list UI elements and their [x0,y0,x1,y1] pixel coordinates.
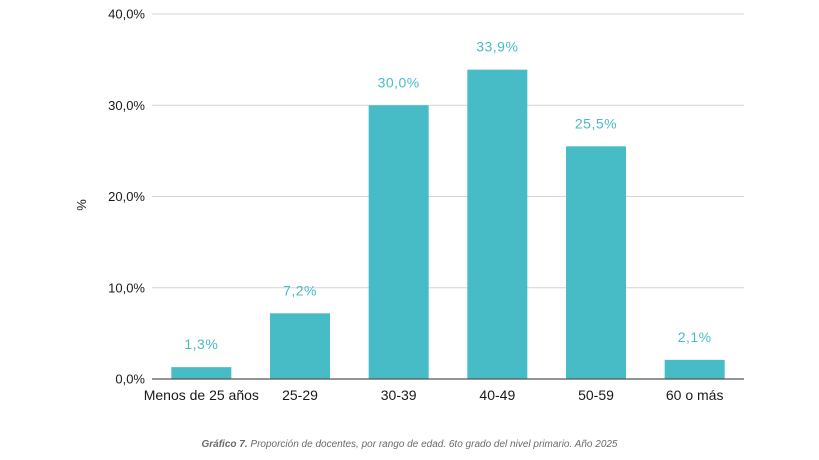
y-tick-label: 10,0% [108,280,145,295]
data-label: 7,2% [283,282,317,298]
y-tick-label: 0,0% [115,372,145,387]
data-label: 30,0% [378,74,420,90]
x-tick-label: Menos de 25 años [144,387,259,403]
data-label: 33,9% [476,39,518,55]
y-tick-label: 30,0% [108,98,145,113]
bar [664,359,725,379]
x-tick-labels: Menos de 25 años 25-29 30-39 40-49 50-59 60 o… [144,387,724,403]
bar [467,69,528,379]
data-label: 25,5% [575,115,617,131]
y-tick-labels: 0,0% 10,0% 20,0% 30,0% 40,0% [108,7,145,387]
caption-text: Proporción de docentes, por rango de eda… [247,439,618,450]
x-tick-label: 50-59 [578,387,614,403]
y-axis-label: % [74,199,89,211]
bar [270,313,330,379]
bar [566,146,626,379]
x-tick-label: 40-49 [479,387,515,403]
y-tick-label: 20,0% [108,189,145,204]
x-tick-label: 30-39 [381,387,417,403]
gridlines [152,13,744,289]
data-label: 2,1% [678,329,712,345]
data-labels: 1,3% 7,2% 30,0% 33,9% 25,5% 2,1% [184,39,711,352]
x-tick-label: 25-29 [282,387,318,403]
data-label: 1,3% [184,336,218,352]
bars [171,69,725,379]
caption-prefix: Gráfico 7. [201,439,248,450]
bar [171,367,232,379]
x-tick-label: 60 o más [666,387,724,403]
figure-caption: Gráfico 7. Proporción de docentes, por r… [0,439,819,450]
y-tick-label: 40,0% [108,7,145,22]
bar [368,105,429,379]
